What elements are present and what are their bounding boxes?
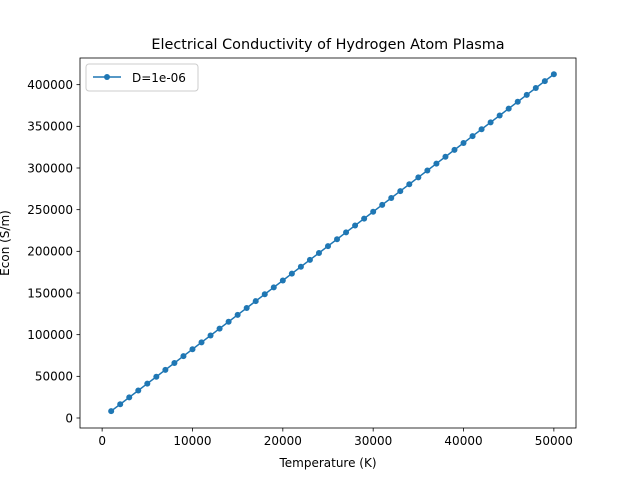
data-point: [108, 408, 115, 415]
data-point: [442, 153, 449, 160]
data-point: [144, 380, 151, 387]
data-point: [433, 160, 440, 167]
data-point: [406, 181, 413, 188]
x-tick-label: 30000: [354, 434, 392, 448]
data-point: [234, 311, 241, 318]
data-point: [379, 201, 386, 208]
data-point: [288, 270, 295, 277]
data-point: [388, 195, 395, 201]
y-tick-label: 150000: [27, 286, 73, 300]
x-axis: 0 10000 20000 30000 40000 50000: [98, 428, 573, 448]
data-point: [352, 222, 359, 229]
data-point: [496, 112, 503, 119]
data-point: [334, 236, 341, 243]
y-tick-label: 350000: [27, 120, 73, 134]
data-point: [153, 373, 160, 380]
y-tick-label: 400000: [27, 78, 73, 92]
data-point: [180, 353, 187, 360]
data-point: [523, 91, 530, 98]
data-point: [162, 366, 169, 373]
data-point: [505, 105, 512, 112]
y-tick-label: 200000: [27, 245, 73, 259]
data-point: [261, 291, 268, 298]
data-point: [117, 401, 124, 408]
y-tick-label: 300000: [27, 161, 73, 175]
y-axis-label: Econ (S/m): [0, 210, 12, 276]
legend-box: [85, 63, 199, 92]
axes-frame: [79, 57, 577, 429]
x-tick-label: 0: [98, 434, 106, 448]
data-point: [189, 346, 196, 353]
series-layer: [108, 71, 557, 415]
data-point: [460, 140, 467, 146]
data-point: [370, 208, 377, 215]
data-point: [478, 126, 485, 133]
legend: D=1e-06: [85, 63, 199, 92]
data-point: [198, 339, 205, 346]
data-point: [487, 119, 494, 126]
x-tick-label: 10000: [173, 434, 211, 448]
y-tick-label: 100000: [27, 328, 73, 342]
y-tick-label: 0: [65, 411, 73, 425]
legend-point-marker: [104, 74, 110, 80]
data-point: [451, 146, 458, 153]
data-point: [397, 188, 404, 195]
y-tick-label: 250000: [27, 203, 73, 217]
data-point: [469, 133, 476, 140]
data-point: [243, 305, 250, 311]
plot-area: [79, 57, 577, 429]
data-point: [315, 250, 322, 256]
data-point: [225, 318, 232, 325]
data-point: [343, 229, 350, 236]
chart-title: Electrical Conductivity of Hydrogen Atom…: [151, 37, 504, 53]
data-point: [135, 387, 142, 394]
data-point: [279, 277, 286, 284]
data-point: [270, 284, 277, 291]
data-point: [424, 167, 431, 174]
data-point: [207, 332, 214, 339]
x-tick-label: 20000: [264, 434, 302, 448]
data-point: [415, 174, 422, 181]
data-point: [325, 243, 331, 250]
data-point: [171, 360, 178, 366]
data-point: [541, 78, 548, 85]
x-tick-label: 40000: [444, 434, 482, 448]
x-tick-label: 50000: [535, 434, 573, 448]
x-axis-label: Temperature (K): [278, 456, 376, 470]
y-axis: 0 50000 100000 150000 200000 250000 300000 3500…: [27, 78, 80, 425]
y-tick-label: 50000: [35, 370, 73, 384]
legend-label: D=1e-06: [132, 71, 186, 85]
data-point: [514, 98, 521, 105]
data-point: [126, 394, 133, 401]
data-point: [532, 85, 539, 91]
data-point: [252, 298, 259, 305]
data-point: [306, 256, 313, 263]
data-point: [550, 71, 557, 78]
data-point: [297, 263, 304, 270]
data-point: [216, 325, 223, 332]
data-point: [361, 215, 368, 222]
